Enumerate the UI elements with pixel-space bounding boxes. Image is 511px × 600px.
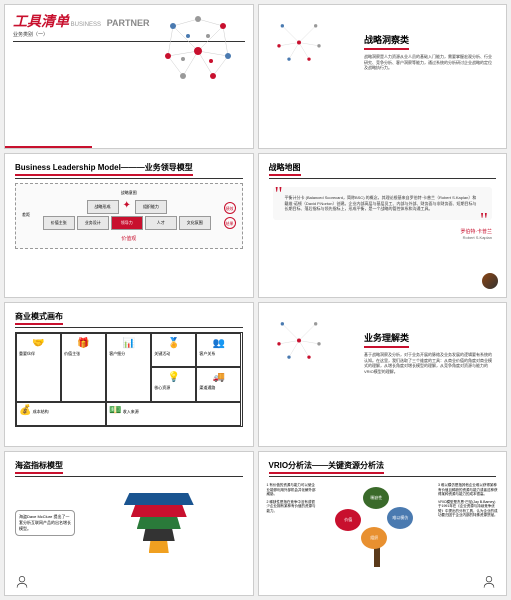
vrio-leaf: 难以模仿	[387, 507, 413, 529]
aarrr-title: 海盗指标模型	[15, 460, 63, 474]
canvas-cell: 渠道通路	[199, 385, 215, 390]
person-icon	[482, 575, 496, 589]
blm-cell: 文化氛围	[179, 216, 211, 230]
blm-side-left: 差距	[22, 212, 30, 218]
funnel-segment: Retention 留存	[137, 517, 181, 529]
handshake-icon: 🤝	[19, 338, 58, 349]
blm-title: Business Leadership Model———业务领导模型	[15, 162, 193, 176]
content: 战略洞察类 战略洞察是人力资源从业人员的基础入门能力，需要掌握宏观分析、行业研究…	[364, 33, 494, 71]
bulb-icon: 💡	[154, 372, 193, 383]
canvas-cell: 核心资源	[154, 385, 170, 390]
blm-center: 领导力	[111, 216, 143, 230]
slide-8-vrio: VRIO分析法——关键资源分析法 1 有价值的资源与能力可以使企业能够利用外部机…	[258, 451, 508, 596]
red-accent-line	[5, 146, 92, 148]
title-partner: PARTNER	[107, 18, 150, 28]
gift-icon: 🎁	[64, 338, 103, 349]
avatar-icon	[482, 273, 498, 289]
slide-5-canvas: 商业模式画布 🤝 重要伙伴 🏅 关键活动 🎁 价值主张 👥 客户关系 📊 客户细分 💡 核心…	[4, 302, 254, 447]
slide-2-strategic-insight: 战略洞察类 战略洞察是人力资源从业人员的基础入门能力，需要掌握宏观分析、行业研究…	[258, 4, 508, 149]
vrio-title: VRIO分析法——关键资源分析法	[269, 460, 385, 474]
description: 战略洞察是人力资源从业人员的基础入门能力，需要掌握宏观分析、行业研究、竞争分析、…	[364, 54, 494, 71]
people-icon: 👥	[199, 338, 238, 349]
funnel-chart: Acquisition 获取Activation 激活Retention 留存R…	[75, 493, 243, 553]
canvas-cell: 关键活动	[154, 351, 170, 356]
blm-cell: 组织能力	[135, 200, 167, 214]
description: 基于战略洞察及分析，对于业务开展的脉络及业务发展的逻辑要有系统的认知。在这里，我…	[364, 352, 494, 374]
cross-icon: ✦	[123, 200, 131, 214]
funnel-segment: Acquisition 获取	[124, 493, 194, 505]
network-icon	[153, 11, 243, 91]
result-circle: 结果	[224, 217, 236, 229]
slide-1-cover: 工具清单 BUSINESS PARTNER 业务类别（一）	[4, 4, 254, 149]
blm-cell: 战略形成	[87, 200, 119, 214]
slide-4-strategy-map: 战略地图 " 平衡计分卡 (Balanced Scorecard，简称BSC) …	[258, 153, 508, 298]
person-icon	[15, 575, 29, 589]
vrio-left-text: 1 有价值的资源与能力可以使企业能够利用外部机会并化解外部威胁。 2 稀缺性是指…	[267, 483, 317, 571]
funnel-segment: Referral 推荐	[149, 541, 169, 553]
funnel-label: Activation 激活	[205, 507, 231, 513]
canvas-cell: 客户关系	[199, 351, 215, 356]
author-name: 罗伯特·卡普兰	[273, 228, 493, 235]
speech-bubble: 海盗Dave McClure 提出了一套分析互联网产品的出名增长模型。	[15, 510, 75, 536]
truck-icon: 🚚	[199, 372, 238, 383]
section-title: 业务理解类	[364, 331, 409, 348]
slide-6-business-understanding: 业务理解类 基于战略洞察及分析，对于业务开展的脉络及业务发展的逻辑要有系统的认知…	[258, 302, 508, 447]
quote-left-icon: "	[275, 183, 283, 206]
title-chinese: 工具清单	[13, 13, 69, 29]
quote-right-icon: "	[480, 209, 488, 232]
business-canvas: 🤝 重要伙伴 🏅 关键活动 🎁 价值主张 👥 客户关系 📊 客户细分 💡 核心资源 🚚 渠道通…	[15, 332, 243, 427]
slide-3-blm: Business Leadership Model———业务领导模型 战略意图 …	[4, 153, 254, 298]
network-icon	[269, 313, 329, 368]
canvas-title: 商业模式画布	[15, 311, 63, 325]
slide-7-aarrr: 海盗指标模型 海盗Dave McClure 提出了一套分析互联网产品的出名增长模…	[4, 451, 254, 596]
blm-diagram: 战略意图 差距 战略形成 ✦ 组织能力 价值主张 业务设计 领导力 人才 文化氛…	[15, 183, 243, 249]
quote-box: " 平衡计分卡 (Balanced Scorecard，简称BSC) 的概念，其…	[273, 187, 493, 220]
author-name-en: Robert S.Kaplan	[259, 235, 493, 240]
section-title: 战略洞察类	[364, 33, 409, 50]
blm-bottom: 价值观	[22, 235, 236, 242]
vrio-tree: 稀缺性价值难以模仿组织	[327, 487, 427, 567]
result-circle: 绩效	[224, 202, 236, 214]
funnel-label: Referral 推荐	[99, 543, 122, 549]
quote-text: 平衡计分卡 (Balanced Scorecard，简称BSC) 的概念，其理论…	[285, 195, 481, 212]
vrio-right-text: 3 难以模仿是指其他企业难以获得某种有价值且稀缺的资源与能力或者这种获得某种资源…	[438, 483, 498, 571]
vrio-leaf: 稀缺性	[363, 487, 389, 509]
blm-cell: 价值主张	[43, 216, 75, 230]
canvas-cell: 收入来源	[123, 409, 139, 414]
content: 业务理解类 基于战略洞察及分析，对于业务开展的脉络及业务发展的逻辑要有系统的认知…	[364, 331, 494, 374]
business-label: BUSINESS	[71, 22, 101, 28]
cost-icon: 💰	[19, 405, 31, 416]
network-icon	[269, 15, 329, 70]
segment-icon: 📊	[109, 338, 148, 349]
map-title: 战略地图	[269, 162, 301, 176]
canvas-cell: 价值主张	[64, 351, 80, 356]
blm-cell: 业务设计	[77, 216, 109, 230]
blm-cell: 人才	[145, 216, 177, 230]
canvas-cell: 客户细分	[109, 351, 125, 356]
canvas-cell: 重要伙伴	[19, 351, 35, 356]
blm-top: 战略意图	[22, 190, 236, 196]
revenue-icon: 💵	[109, 405, 121, 416]
funnel-label: Retention 留存	[87, 519, 113, 525]
canvas-cell: 成本结构	[33, 409, 49, 414]
funnel-label: Revenue 收益	[195, 531, 220, 537]
funnel-segment: Activation 激活	[131, 505, 187, 517]
vrio-leaf: 价值	[335, 509, 361, 531]
funnel-segment: Revenue 收益	[143, 529, 175, 541]
funnel-label: Acquisition 获取	[74, 495, 102, 501]
medal-icon: 🏅	[154, 338, 193, 349]
